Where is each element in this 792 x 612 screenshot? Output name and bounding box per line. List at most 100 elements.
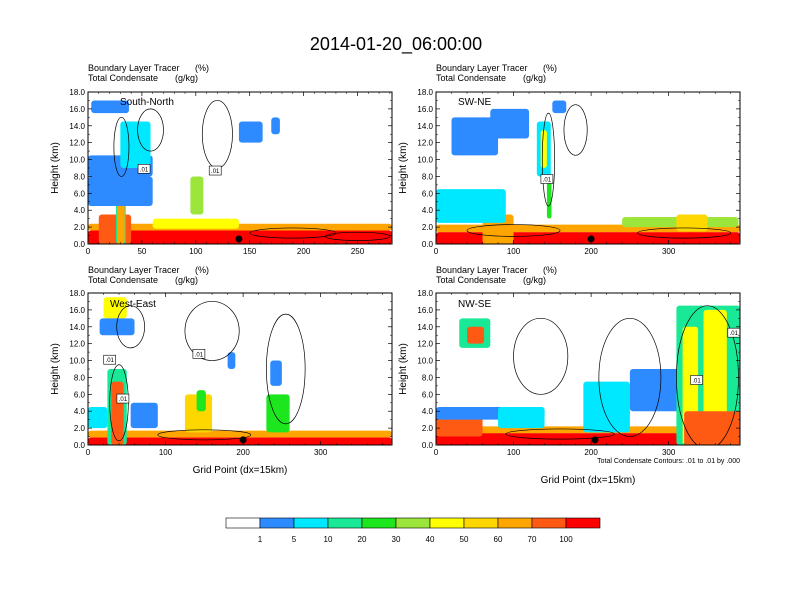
section-label: South-North (120, 97, 174, 108)
x-tick-label: 300 (662, 247, 676, 256)
x-tick-label: 100 (189, 247, 203, 256)
tracer-cell (271, 117, 280, 135)
contour-label-box (103, 354, 117, 365)
contour-label-text: .01 (195, 352, 204, 358)
y-tick-label: 4.0 (74, 206, 86, 215)
contour-label-box (690, 375, 703, 385)
colorbar-label: 60 (494, 535, 503, 544)
condensate-contour (266, 313, 306, 425)
tracer-cell (91, 100, 129, 114)
plot-area: .01 .01 .01 0.0 2.0 4.0 6.0 8.0 10.0 12.0 14.0 16.0… (69, 289, 393, 457)
contour-note: Total Condensate Contours: .01 to .01 by… (597, 458, 740, 465)
contour-label-text: .01 (119, 397, 128, 403)
panel-subtitle-condensate-unit: (g/kg) (523, 73, 546, 83)
plot-content: .01 .01 (88, 92, 392, 244)
contour-label: .01 (690, 375, 703, 385)
x-tick-label: 100 (507, 247, 521, 256)
condensate-contour (116, 305, 145, 349)
tracer-cell (490, 108, 530, 139)
condensate-contour (598, 317, 662, 437)
y-tick-label: 12.0 (69, 340, 85, 349)
panel-subtitle-tracer: Boundary Layer Tracer (436, 63, 528, 73)
y-tick-label: 18.0 (69, 88, 85, 97)
colorbar-label: 30 (392, 535, 401, 544)
panel-subtitle-condensate-unit: (g/kg) (175, 73, 198, 83)
y-tick-label: 8.0 (74, 172, 86, 181)
colorbar-swatch (293, 517, 329, 529)
y-tick-label: 14.0 (417, 122, 433, 131)
x-axis-label: Grid Point (dx=15km) (193, 465, 288, 476)
location-marker (591, 436, 599, 444)
x-tick-label: 300 (662, 448, 676, 457)
tracer-cell (111, 381, 124, 445)
colorbar-swatch (429, 517, 465, 529)
tracer-cell (546, 176, 552, 219)
x-tick-label: 200 (297, 247, 311, 256)
panel-subtitle-tracer: Boundary Layer Tracer (88, 63, 180, 73)
panel-subtitle-tracer: Boundary Layer Tracer (436, 265, 528, 275)
y-tick-label: 16.0 (69, 306, 85, 315)
y-tick-label: 14.0 (417, 323, 433, 332)
plot-area: .01 0.0 2.0 4.0 6.0 8.0 10.0 12.0 14.0 16.0 18.0 0 1… (417, 88, 741, 256)
tracer-cell (467, 326, 485, 344)
tracer-cell (436, 415, 483, 437)
colorbar-label: 70 (528, 535, 537, 544)
y-tick-label: 6.0 (422, 189, 434, 198)
tracer-cell (540, 130, 547, 168)
x-tick-label: 250 (351, 247, 365, 256)
y-tick-label: 8.0 (422, 172, 434, 181)
panel-subtitle-tracer: Boundary Layer Tracer (88, 265, 180, 275)
y-tick-label: 6.0 (422, 390, 434, 399)
y-tick-label: 0.0 (422, 441, 434, 450)
section-label: SW-NE (458, 97, 491, 108)
y-tick-label: 14.0 (69, 122, 85, 131)
contour-label-text: .01 (543, 177, 552, 183)
panel-south-north: Boundary Layer Tracer (%) Total Condensa… (50, 63, 393, 256)
colorbar-swatch (327, 517, 363, 529)
x-tick-label: 100 (159, 448, 173, 457)
contour-label-text: .01 (692, 378, 701, 384)
y-tick-label: 16.0 (417, 105, 433, 114)
panel-subtitle-condensate-unit: (g/kg) (175, 275, 198, 285)
y-tick-label: 14.0 (69, 323, 85, 332)
y-tick-label: 4.0 (422, 407, 434, 416)
colorbar-swatch (361, 517, 397, 529)
location-marker (235, 235, 243, 243)
panel-subtitle-tracer-unit: (%) (543, 265, 557, 275)
tracer-cell (98, 214, 132, 244)
colorbar-label: 20 (358, 535, 367, 544)
tracer-cell (227, 352, 236, 369)
tracer-cell (676, 214, 708, 232)
contour-label-box (208, 165, 222, 176)
colorbar-label: 40 (426, 535, 435, 544)
y-tick-label: 6.0 (74, 189, 86, 198)
condensate-contour (184, 301, 240, 361)
colorbar-swatch (259, 517, 295, 529)
plot-area: .01 .01 0.0 2.0 4.0 6.0 8.0 10.0 12.0 14.0 16.0 18.… (417, 289, 741, 457)
panel-subtitle-condensate: Total Condensate (436, 275, 506, 285)
tracer-cell (103, 297, 127, 319)
contour-label-box (540, 174, 554, 184)
plot-area: .01 .01 0.0 2.0 4.0 6.0 8.0 10.0 12.0 14.0 16.0 18.… (69, 88, 393, 256)
panel-nw-se: Boundary Layer Tracer (%) Total Condensa… (398, 265, 741, 486)
tracer-cell (629, 369, 685, 412)
x-tick-label: 200 (584, 448, 598, 457)
tracer-cell (238, 121, 263, 143)
condensate-contour (113, 116, 130, 177)
panel-subtitle-tracer-unit: (%) (543, 63, 557, 73)
contour-label: .01 (137, 164, 151, 174)
condensate-contour (637, 227, 732, 239)
y-tick-label: 2.0 (74, 424, 86, 433)
y-tick-label: 12.0 (417, 340, 433, 349)
colorbar-swatch (497, 517, 533, 529)
x-tick-label: 0 (434, 247, 439, 256)
contour-label: .01 (727, 327, 740, 338)
y-tick-label: 18.0 (69, 289, 85, 298)
colorbar-swatch (395, 517, 431, 529)
plot-content: .01 .01 (436, 293, 740, 445)
contour-label-text: .01 (730, 331, 739, 337)
tracer-cell (120, 121, 151, 168)
x-axis-label: Grid Point (dx=15km) (541, 475, 636, 486)
section-label: NW-SE (458, 299, 491, 310)
y-tick-label: 8.0 (74, 373, 86, 382)
